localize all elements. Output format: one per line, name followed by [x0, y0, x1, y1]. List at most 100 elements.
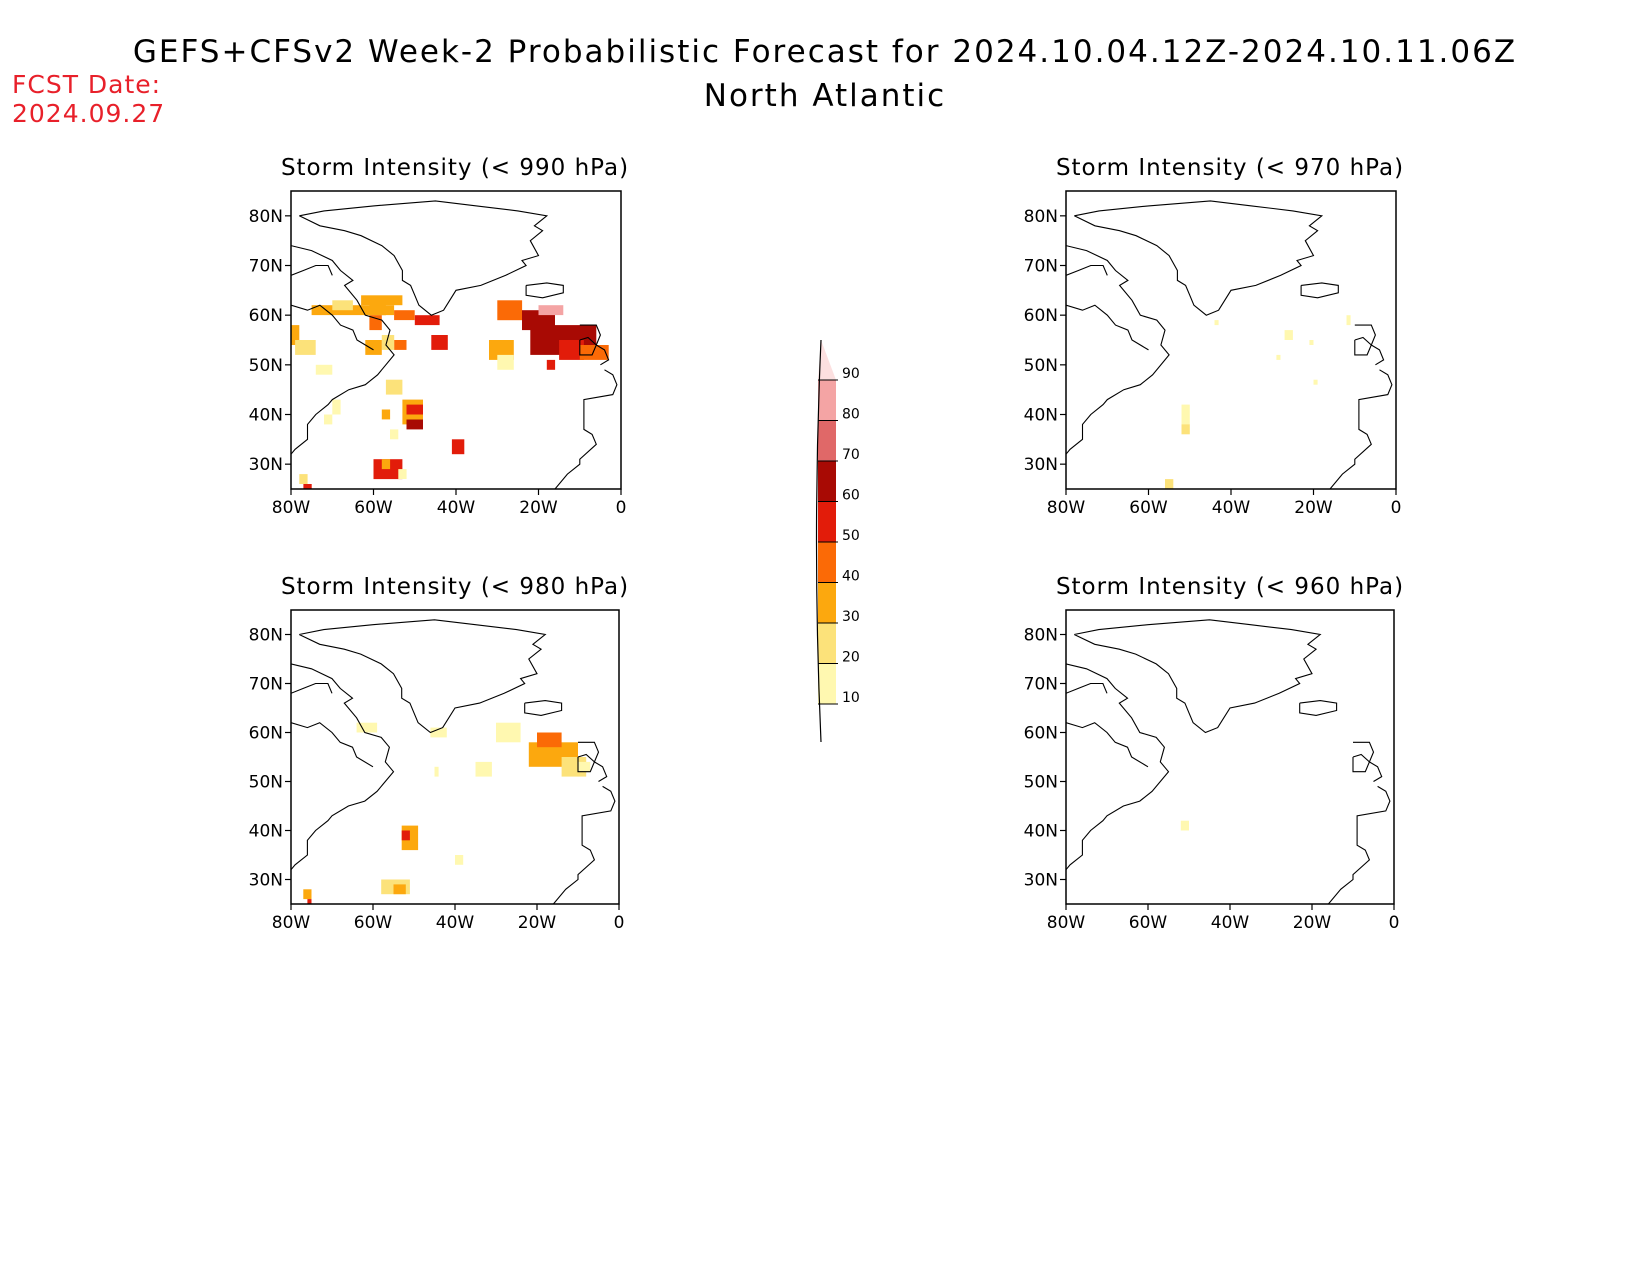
- probability-field: [291, 295, 609, 489]
- coast-line: [291, 245, 395, 455]
- coast-line: [291, 722, 374, 768]
- coastline: [1066, 200, 1393, 489]
- prob-cell: [434, 766, 439, 777]
- coast-line: [524, 700, 563, 716]
- prob-cell: [406, 404, 423, 415]
- coastline: [291, 619, 616, 904]
- coast-line: [291, 264, 333, 276]
- lat-tick-label: 50N: [249, 773, 283, 793]
- lon-tick-label: 40W: [437, 498, 476, 518]
- prob-cell: [1165, 479, 1174, 489]
- prob-cell: [1284, 330, 1293, 340]
- prob-cell: [546, 359, 556, 370]
- lon-tick-label: 20W: [518, 913, 557, 933]
- prob-cell: [1346, 315, 1351, 326]
- lat-tick-label: 80N: [249, 207, 283, 227]
- lon-tick-label: 40W: [436, 913, 475, 933]
- coast-line: [525, 282, 564, 299]
- coast-line: [1066, 663, 1170, 871]
- prob-cell: [1181, 404, 1190, 425]
- coast-line: [1299, 700, 1338, 716]
- prob-cell: [394, 340, 407, 350]
- lon-tick-label: 0: [614, 913, 625, 933]
- lat-tick-label: 30N: [249, 871, 283, 891]
- legend-cap-top: [818, 340, 836, 380]
- lon-tick-label: 60W: [1129, 913, 1168, 933]
- legend-swatch: [818, 380, 836, 421]
- legend-swatch: [818, 623, 836, 664]
- prob-cell: [303, 484, 312, 489]
- lat-tick-label: 50N: [1024, 773, 1058, 793]
- lon-tick-label: 0: [1391, 498, 1402, 518]
- prob-cell: [381, 335, 395, 350]
- lon-tick-label: 60W: [1129, 498, 1168, 518]
- lat-tick-label: 40N: [249, 406, 283, 426]
- coast-line: [1329, 369, 1393, 489]
- legend-swatch: [818, 501, 836, 542]
- lat-tick-label: 70N: [1024, 257, 1058, 277]
- fcst-date-label: FCST Date:: [12, 70, 162, 99]
- legend-swatch: [818, 582, 836, 623]
- legend-swatch: [818, 663, 836, 704]
- probability-field: [1165, 315, 1351, 489]
- coast-line: [1073, 619, 1322, 734]
- lat-tick-label: 40N: [1024, 822, 1058, 842]
- lat-tick-label: 30N: [1024, 455, 1058, 475]
- legend-tick-label: 50: [842, 528, 860, 544]
- prob-cell: [315, 364, 333, 375]
- color-legend: 10 20 30 40 50 60 70 80 90: [815, 339, 860, 743]
- map-frame: [1065, 190, 1397, 490]
- lon-tick-label: 80W: [1047, 498, 1086, 518]
- coast-line: [1327, 785, 1391, 904]
- prob-cell: [398, 469, 407, 479]
- legend-tick-label: 70: [842, 447, 860, 463]
- coast-line: [299, 200, 549, 316]
- lat-tick-label: 80N: [1024, 207, 1058, 227]
- lon-tick-label: 20W: [1294, 498, 1333, 518]
- probability-field: [1180, 820, 1189, 831]
- prob-cell: [497, 354, 514, 370]
- lon-tick-label: 80W: [1047, 913, 1086, 933]
- coast-line: [291, 682, 333, 694]
- prob-cell: [579, 345, 609, 360]
- map-panel-p960: Storm Intensity (< 960 hPa) 80N 70N 60N 50N 4…: [1024, 574, 1403, 933]
- prob-cell: [1313, 379, 1318, 385]
- prob-cell: [406, 419, 423, 430]
- panel-title: Storm Intensity (< 980 hPa): [281, 574, 629, 600]
- lat-tick-label: 50N: [1024, 356, 1058, 376]
- coast-line: [577, 753, 596, 773]
- map-frame: [1065, 609, 1395, 905]
- coast-line: [1354, 336, 1372, 356]
- coast-line: [552, 785, 616, 904]
- prob-cell: [365, 340, 382, 355]
- prob-cell: [538, 305, 564, 316]
- coast-line: [1354, 324, 1385, 366]
- prob-cell: [332, 399, 341, 415]
- legend-tick-label: 40: [842, 569, 860, 585]
- coast-line: [1066, 682, 1108, 694]
- prob-cell: [385, 379, 403, 395]
- lon-tick-label: 80W: [272, 498, 311, 518]
- map-panel-p970: Storm Intensity (< 970 hPa) 80N 70N 60N 50N 4…: [1024, 155, 1403, 518]
- prob-cell: [455, 855, 464, 865]
- lon-tick-label: 40W: [1211, 913, 1250, 933]
- prob-cell: [373, 459, 403, 480]
- lat-tick-label: 70N: [1024, 675, 1058, 695]
- fcst-date-value: 2024.09.27: [12, 99, 166, 128]
- prob-cell: [381, 409, 391, 420]
- coast-line: [1300, 282, 1339, 299]
- lat-tick-label: 60N: [1024, 306, 1058, 326]
- prob-cell: [414, 315, 440, 326]
- coast-line: [291, 304, 374, 351]
- prob-cell: [475, 761, 492, 777]
- prob-cell: [295, 340, 316, 355]
- coast-line: [1066, 722, 1149, 768]
- lon-tick-label: 0: [1389, 913, 1400, 933]
- prob-cell: [431, 335, 448, 350]
- lat-tick-label: 60N: [1024, 724, 1058, 744]
- prob-cell: [299, 474, 308, 484]
- prob-cell: [496, 722, 521, 743]
- lat-tick-label: 40N: [249, 822, 283, 842]
- prob-cell: [356, 722, 378, 733]
- lon-tick-label: 40W: [1212, 498, 1251, 518]
